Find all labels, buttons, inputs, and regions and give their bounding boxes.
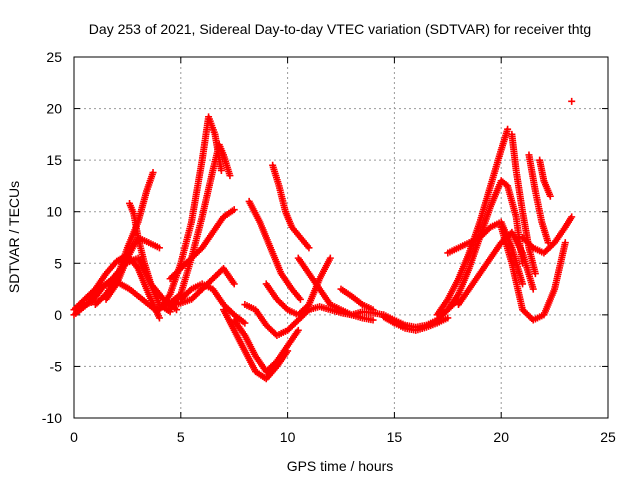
data-point [155, 244, 163, 252]
data-point [296, 295, 304, 303]
y-tick-label: 15 [46, 152, 62, 168]
data-point [568, 213, 576, 221]
axis-ticks: 0 5 10 15 20 25 -10 -5 0 5 10 15 20 25 [42, 49, 616, 445]
x-tick-label: 0 [70, 429, 78, 445]
data-point [241, 319, 249, 327]
data-point [217, 166, 225, 174]
x-tick-label: 25 [600, 429, 616, 445]
plot-frame [73, 56, 609, 419]
data-point [444, 314, 452, 322]
y-axis-title: SDTVAR / TECUs [6, 181, 22, 293]
data-point [282, 304, 290, 312]
x-tick-label: 20 [493, 429, 509, 445]
data-point [149, 169, 157, 177]
data-point [186, 287, 194, 295]
y-tick-label: 0 [54, 307, 62, 323]
x-tick-label: 5 [177, 429, 185, 445]
data-point [294, 326, 302, 334]
data-point [531, 270, 539, 278]
chart-title: Day 253 of 2021, Sidereal Day-to-day VTE… [89, 21, 591, 37]
y-tick-label: -5 [50, 358, 63, 374]
x-tick-label: 10 [280, 429, 296, 445]
data-point [568, 97, 576, 105]
data-point [326, 254, 334, 262]
y-tick-label: 25 [46, 49, 62, 65]
data-point [561, 239, 569, 247]
data-point [546, 192, 554, 200]
y-tick-label: -10 [42, 410, 62, 426]
x-axis-title: GPS time / hours [287, 458, 394, 474]
data-point [504, 125, 512, 133]
data-point [230, 206, 238, 214]
y-tick-label: 10 [46, 204, 62, 220]
data-points [70, 97, 576, 383]
data-point [305, 244, 313, 252]
data-point [529, 285, 537, 293]
data-point [369, 306, 377, 314]
data-point [226, 172, 234, 180]
grid-lines [74, 57, 608, 418]
data-point [230, 280, 238, 288]
data-point [369, 316, 377, 324]
x-tick-label: 15 [387, 429, 403, 445]
y-tick-label: 20 [46, 101, 62, 117]
y-tick-label: 5 [54, 255, 62, 271]
data-point [155, 314, 163, 322]
data-point [485, 225, 493, 233]
data-point [528, 242, 536, 250]
